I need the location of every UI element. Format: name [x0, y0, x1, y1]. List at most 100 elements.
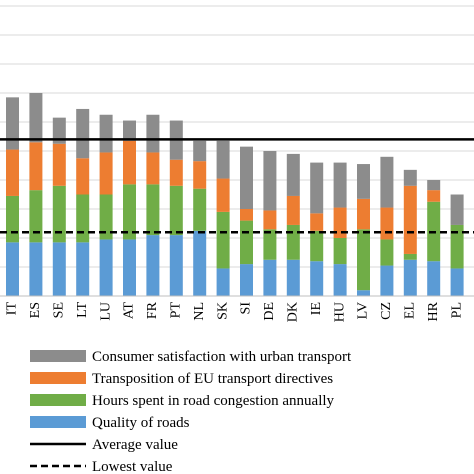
bar-segment	[193, 188, 207, 231]
bar-segment	[286, 259, 300, 296]
bar-segment	[357, 229, 370, 291]
bar-segment	[169, 185, 183, 236]
x-tick-label: CZ	[379, 302, 394, 320]
x-tick-label: LV	[356, 302, 371, 319]
legend-label: Quality of roads	[92, 415, 190, 431]
legend-label: Lowest value	[92, 459, 173, 474]
bar-segment	[427, 190, 441, 202]
bar-segment	[380, 239, 394, 266]
x-tick-label: DK	[286, 302, 301, 322]
bar-segment	[333, 207, 347, 238]
x-tick-label: SK	[215, 302, 230, 320]
bar-segment	[427, 180, 441, 191]
x-tick-label: IE	[309, 302, 324, 315]
bar-segment	[240, 264, 253, 296]
bar-segment	[146, 152, 160, 185]
bar-segment	[333, 162, 347, 208]
x-tick-label: LT	[75, 302, 90, 318]
bar-segment	[193, 230, 207, 296]
x-tick-label: AT	[122, 302, 137, 320]
bar-segment	[357, 164, 370, 199]
x-tick-label: HU	[332, 302, 347, 322]
bar-segment	[240, 146, 253, 209]
bar-segment	[76, 108, 90, 159]
bar-segment	[6, 149, 19, 196]
gridlines	[0, 5, 474, 268]
bar-segment	[333, 264, 347, 296]
legend-swatch	[30, 416, 86, 428]
bar-segment	[263, 210, 277, 230]
bar-segment	[169, 235, 183, 296]
legend-item: Transposition of EU transport directives	[30, 371, 333, 387]
bar-segment	[123, 140, 136, 185]
bar-segment	[6, 242, 19, 296]
legend-swatch	[30, 350, 86, 362]
x-tick-label: PT	[169, 302, 184, 319]
x-tick-label: FR	[145, 301, 160, 319]
bar-segment	[310, 162, 324, 214]
reference-lines	[0, 138, 474, 234]
bar-segment	[380, 265, 394, 296]
bar-segment	[76, 194, 90, 243]
legend-label: Hours spent in road congestion annually	[92, 393, 335, 409]
bar-segment	[403, 253, 417, 260]
x-tick-label: DE	[262, 302, 277, 321]
bar-segment	[99, 194, 113, 240]
bar-segment	[29, 242, 43, 296]
x-tick-label: PL	[449, 302, 464, 318]
bar-segment	[450, 194, 464, 225]
legend-label: Average value	[92, 437, 178, 453]
bar-segment	[6, 195, 19, 243]
legend-label: Transposition of EU transport directives	[92, 371, 333, 387]
x-tick-label: EL	[403, 302, 418, 319]
bar-segment	[403, 169, 417, 186]
bar-segment	[450, 268, 464, 296]
bar-segment	[357, 290, 370, 296]
bar-segment	[76, 242, 90, 296]
x-tick-label: CY	[473, 302, 474, 321]
bar-segment	[286, 224, 300, 260]
legend-item: Lowest value	[30, 459, 173, 474]
bar-segment	[169, 159, 183, 186]
bar-segment	[146, 235, 160, 296]
legend-swatch	[30, 372, 86, 384]
bar-segment	[76, 158, 90, 195]
bar-segment	[357, 198, 370, 230]
bar-segment	[286, 153, 300, 196]
bar-segment	[6, 97, 19, 150]
x-tick-label: SI	[239, 302, 254, 315]
bars	[6, 93, 464, 296]
legend-label: Consumer satisfaction with urban transpo…	[92, 349, 352, 365]
bar-segment	[380, 156, 394, 208]
bar-segment	[216, 140, 230, 179]
bar-segment	[263, 229, 277, 260]
bar-segment	[240, 209, 253, 221]
x-tick-label: NL	[192, 302, 207, 321]
x-tick-label: HR	[426, 301, 441, 321]
bar-segment	[216, 178, 230, 212]
bar-segment	[29, 190, 43, 243]
bar-segment	[263, 151, 277, 211]
bar-segment	[29, 93, 43, 143]
legend-item: Quality of roads	[30, 415, 190, 431]
bar-segment	[403, 259, 417, 296]
legend-item: Consumer satisfaction with urban transpo…	[30, 349, 352, 365]
bar-segment	[123, 184, 136, 240]
bar-segment	[380, 207, 394, 240]
bar-segment	[146, 184, 160, 236]
bar-segment	[263, 259, 277, 296]
legend-item: Hours spent in road congestion annually	[30, 393, 335, 409]
x-tick-label: IT	[5, 302, 20, 316]
x-tick-label: LU	[98, 302, 113, 321]
bar-segment	[52, 117, 66, 144]
bar-segment	[310, 213, 324, 231]
bar-segment	[123, 120, 136, 141]
bar-segment	[29, 142, 43, 191]
bar-segment	[99, 114, 113, 153]
x-tick-label: SE	[52, 302, 67, 318]
bar-segment	[427, 261, 441, 296]
bar-segment	[123, 239, 136, 296]
bar-segment	[216, 211, 230, 269]
x-tick-label: ES	[28, 302, 43, 318]
